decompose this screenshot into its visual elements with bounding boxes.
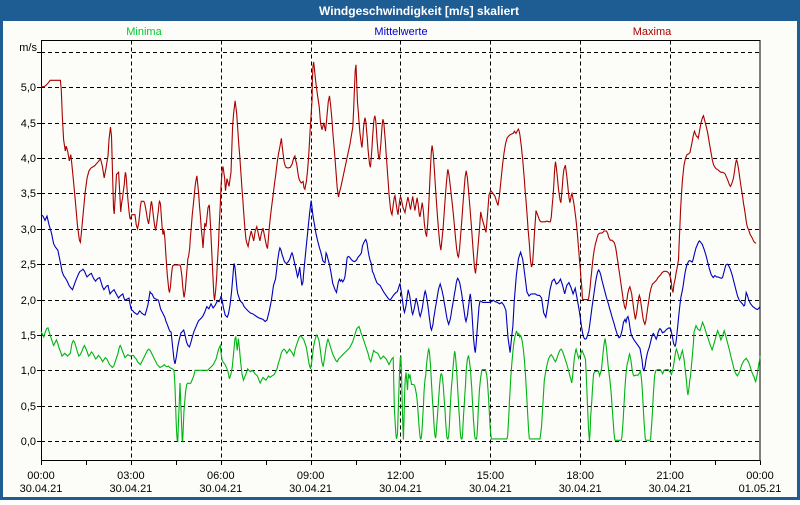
svg-text:06:00: 06:00 xyxy=(207,470,235,482)
svg-text:09:00: 09:00 xyxy=(297,470,325,482)
svg-text:00:00: 00:00 xyxy=(27,470,55,482)
svg-text:2,5: 2,5 xyxy=(21,259,36,271)
svg-text:30.04.21: 30.04.21 xyxy=(379,483,422,495)
svg-text:1,5: 1,5 xyxy=(21,330,36,342)
svg-text:0,0: 0,0 xyxy=(21,436,36,448)
svg-text:2,0: 2,0 xyxy=(21,295,36,307)
svg-text:30.04.21: 30.04.21 xyxy=(649,483,692,495)
svg-text:21:00: 21:00 xyxy=(656,470,684,482)
svg-text:00:00: 00:00 xyxy=(746,470,774,482)
svg-text:30.04.21: 30.04.21 xyxy=(109,483,152,495)
svg-text:30.04.21: 30.04.21 xyxy=(20,483,63,495)
svg-text:30.04.21: 30.04.21 xyxy=(289,483,332,495)
svg-text:5,0: 5,0 xyxy=(21,82,36,94)
svg-text:03:00: 03:00 xyxy=(117,470,145,482)
svg-text:Mittelwerte: Mittelwerte xyxy=(374,26,427,38)
svg-text:Windgeschwindigkeit [m/s] skal: Windgeschwindigkeit [m/s] skaliert xyxy=(319,4,519,18)
svg-text:18:00: 18:00 xyxy=(566,470,594,482)
svg-text:30.04.21: 30.04.21 xyxy=(469,483,512,495)
svg-text:4,0: 4,0 xyxy=(21,153,36,165)
svg-text:0,5: 0,5 xyxy=(21,401,36,413)
svg-text:3,0: 3,0 xyxy=(21,224,36,236)
svg-text:15:00: 15:00 xyxy=(477,470,505,482)
svg-text:Minima: Minima xyxy=(126,26,162,38)
svg-text:m/s: m/s xyxy=(19,42,37,54)
svg-text:30.04.21: 30.04.21 xyxy=(559,483,602,495)
svg-text:3,5: 3,5 xyxy=(21,188,36,200)
svg-text:30.04.21: 30.04.21 xyxy=(199,483,242,495)
svg-text:12:00: 12:00 xyxy=(387,470,415,482)
svg-text:1,0: 1,0 xyxy=(21,365,36,377)
svg-text:4,5: 4,5 xyxy=(21,118,36,130)
svg-text:01.05.21: 01.05.21 xyxy=(739,483,782,495)
svg-text:Maxima: Maxima xyxy=(633,26,672,38)
